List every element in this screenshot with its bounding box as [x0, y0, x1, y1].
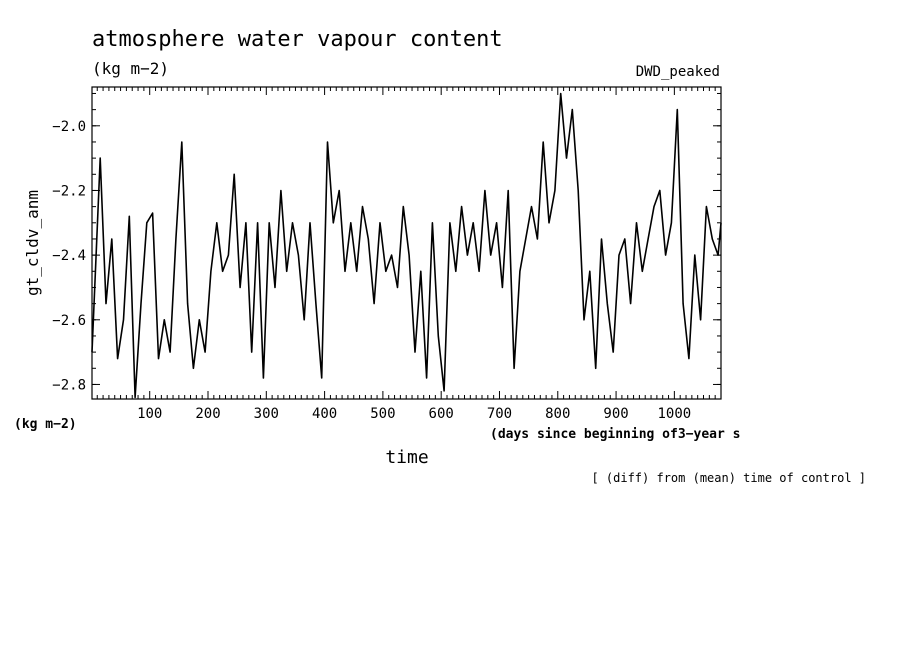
- y-tick-label: −2.2: [52, 183, 86, 199]
- x-tick-label: 100: [137, 406, 162, 422]
- x-tick-label: 1000: [658, 406, 692, 422]
- y-axis: −2.8 −2.6 −2.4 −2.2 −2.0: [52, 92, 721, 393]
- x-tick-label: 800: [545, 406, 570, 422]
- x-tick-label: 900: [603, 406, 628, 422]
- y-tick-label: −2.0: [52, 119, 86, 135]
- y-axis-label: gt_cldv_anm: [23, 190, 42, 296]
- x-axis: 100 200 300 400 500 600 700 800 900 1000: [96, 87, 716, 422]
- x-tick-label: 200: [195, 406, 220, 422]
- chart-title: atmosphere water vapour content: [92, 27, 503, 52]
- chart-units: (kg m−2): [92, 59, 169, 78]
- y-axis-units: (kg m−2): [14, 417, 77, 432]
- y-tick-label: −2.6: [52, 313, 86, 329]
- experiment-label: DWD_peaked: [636, 64, 720, 80]
- x-tick-label: 300: [254, 406, 279, 422]
- series-line: [91, 92, 722, 399]
- x-axis-label: time: [385, 447, 428, 468]
- x-tick-label: 500: [370, 406, 395, 422]
- plot-frame: [91, 86, 722, 400]
- y-tick-label: −2.8: [52, 377, 86, 393]
- x-tick-label: 600: [429, 406, 454, 422]
- x-axis-units: (days since beginning of3−year s: [490, 427, 740, 442]
- footnote: [ (diff) from (mean) time of control ]: [591, 471, 866, 485]
- x-tick-label: 400: [312, 406, 337, 422]
- y-tick-label: −2.4: [52, 248, 86, 264]
- x-tick-label: 700: [487, 406, 512, 422]
